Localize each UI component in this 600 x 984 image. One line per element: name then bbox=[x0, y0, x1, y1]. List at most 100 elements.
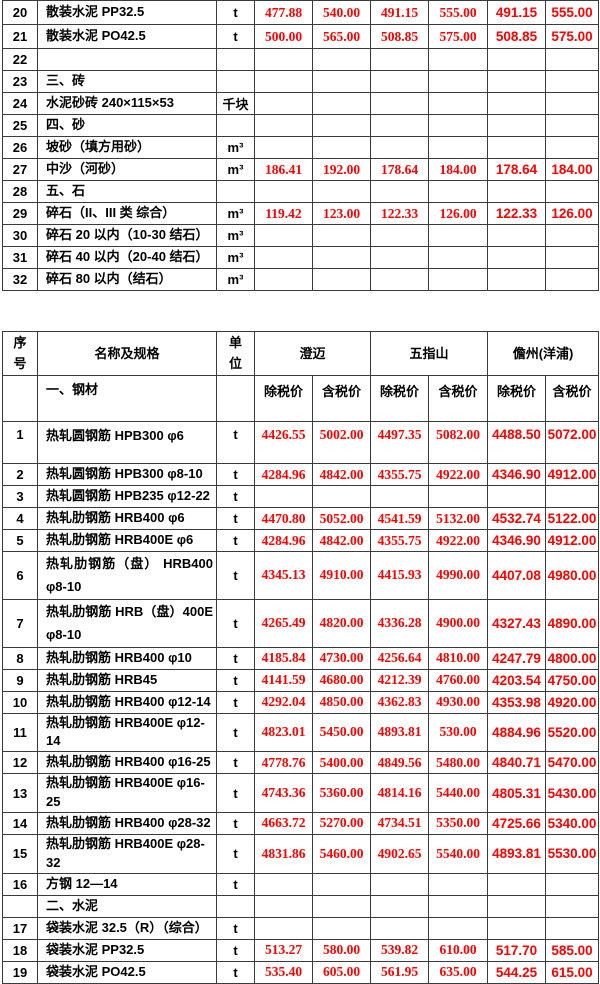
price-cell bbox=[370, 70, 429, 93]
item-name-cell: 碎石（II、III 类 综合） bbox=[37, 202, 217, 225]
price-cell bbox=[428, 224, 488, 247]
price-cell: 4680.00 bbox=[311, 668, 372, 692]
price-cell: 186.41 bbox=[254, 158, 313, 181]
price-cell bbox=[254, 268, 313, 291]
row-number-cell: 29 bbox=[2, 202, 38, 225]
price-cell: 508.85 bbox=[487, 24, 546, 49]
price-cell bbox=[254, 916, 313, 940]
price-cell bbox=[487, 485, 547, 508]
price-cell: 4842.00 bbox=[311, 463, 372, 486]
price-cell: 4893.81 bbox=[370, 712, 430, 753]
row-number-cell: 5 bbox=[2, 529, 38, 552]
price-type-header-inctax: 含税价 bbox=[311, 375, 372, 422]
price-cell: 575.00 bbox=[545, 24, 599, 49]
price-cell: 4284.96 bbox=[254, 463, 313, 486]
price-cell: 4345.13 bbox=[254, 551, 313, 600]
column-header-city-danzhou: 儋州(洋浦) bbox=[487, 331, 600, 376]
price-cell bbox=[487, 114, 546, 137]
price-cell: 5340.00 bbox=[545, 811, 600, 835]
table-row: 1 热轧圆钢筋 HPB300 φ6 t 4426.55 5002.00 4497.35 50… bbox=[2, 421, 600, 464]
price-cell: 561.95 bbox=[370, 960, 430, 984]
price-cell bbox=[428, 180, 488, 203]
price-cell: 4814.16 bbox=[370, 773, 430, 813]
price-cell: 4663.72 bbox=[254, 811, 313, 835]
price-type-header-extax: 除税价 bbox=[487, 375, 547, 422]
empty-cell bbox=[216, 375, 255, 422]
table-row: 15 热轧肋钢筋 HRB400E φ28-32 t 4831.86 5460.00 490… bbox=[2, 833, 600, 874]
item-name-cell: 热轧圆钢筋 HPB300 φ8-10 bbox=[37, 463, 217, 486]
price-cell: 4415.93 bbox=[370, 551, 430, 600]
item-name-cell: 热轧肋钢筋 HRB400E φ12-14 bbox=[37, 712, 217, 753]
unit-cell: t bbox=[216, 872, 255, 896]
row-number-cell bbox=[2, 894, 38, 918]
price-cell: 5480.00 bbox=[428, 751, 489, 775]
price-cell: 5270.00 bbox=[311, 811, 372, 835]
unit-cell: t bbox=[216, 938, 255, 962]
price-cell: 539.82 bbox=[370, 938, 430, 962]
row-number-cell: 21 bbox=[2, 24, 38, 49]
price-cell: 605.00 bbox=[311, 960, 372, 984]
price-type-header-inctax: 含税价 bbox=[545, 375, 600, 422]
row-number-cell: 25 bbox=[2, 114, 38, 137]
item-name-cell: 碎石 40 以内（20-40 结石） bbox=[37, 246, 217, 269]
table-row: 二、水泥 bbox=[2, 894, 600, 918]
price-cell: 4346.90 bbox=[487, 529, 547, 552]
price-cell bbox=[428, 268, 488, 291]
table-row: 24 水泥砂砖 240×115×53 千块 bbox=[2, 92, 599, 115]
price-cell bbox=[545, 894, 600, 918]
price-cell: 4912.00 bbox=[545, 529, 600, 552]
price-cell: 5460.00 bbox=[311, 833, 372, 874]
price-cell bbox=[254, 246, 313, 269]
price-cell: 4922.00 bbox=[428, 529, 489, 552]
price-cell: 4407.08 bbox=[487, 551, 547, 600]
table-row: 21 散装水泥 PO42.5 t 500.00 565.00 508.85 575.00 50… bbox=[2, 24, 599, 49]
table-row: 2 热轧圆钢筋 HPB300 φ8-10 t 4284.96 4842.00 4355.7… bbox=[2, 463, 600, 486]
price-cell: 4990.00 bbox=[428, 551, 489, 600]
price-cell: 4800.00 bbox=[545, 646, 600, 670]
materials-price-table-main: 序号 名称及规格 单位 澄迈 五指山 儋州(洋浦) 一、钢材 除税价 含税价 除… bbox=[2, 331, 600, 984]
price-cell bbox=[487, 136, 546, 159]
unit-cell: m³ bbox=[216, 246, 255, 269]
row-number-cell: 7 bbox=[2, 598, 38, 648]
table-row: 26 坡砂（填方用砂） m³ bbox=[2, 136, 599, 159]
price-cell bbox=[312, 180, 371, 203]
price-cell: 5360.00 bbox=[311, 773, 372, 813]
price-cell bbox=[254, 894, 313, 918]
item-name-cell: 袋装水泥 32.5（R）（综合） bbox=[37, 916, 217, 940]
table-row: 14 热轧肋钢筋 HRB400 φ28-32 t 4663.72 5270.00 4734… bbox=[2, 811, 600, 835]
row-number-cell: 8 bbox=[2, 646, 38, 670]
price-cell: 513.27 bbox=[254, 938, 313, 962]
price-cell: 4810.00 bbox=[428, 646, 489, 670]
price-cell: 565.00 bbox=[312, 24, 371, 49]
price-cell bbox=[545, 114, 599, 137]
price-cell bbox=[312, 114, 371, 137]
row-number-cell: 1 bbox=[2, 421, 38, 464]
price-cell: 4725.66 bbox=[487, 811, 547, 835]
row-number-cell: 26 bbox=[2, 136, 38, 159]
price-cell: 5082.00 bbox=[428, 421, 489, 464]
row-number-cell: 9 bbox=[2, 668, 38, 692]
price-cell bbox=[254, 70, 313, 93]
price-cell bbox=[254, 114, 313, 137]
price-cell: 5530.00 bbox=[545, 833, 600, 874]
price-cell: 119.42 bbox=[254, 202, 313, 225]
price-cell bbox=[487, 48, 546, 71]
price-cell: 4541.59 bbox=[370, 507, 430, 530]
price-cell bbox=[312, 136, 371, 159]
price-cell bbox=[311, 872, 372, 896]
price-cell bbox=[254, 92, 313, 115]
price-cell: 5052.00 bbox=[311, 507, 372, 530]
item-name-cell: 二、水泥 bbox=[37, 894, 217, 918]
price-cell: 4734.51 bbox=[370, 811, 430, 835]
price-cell: 5450.00 bbox=[311, 712, 372, 753]
price-cell bbox=[428, 246, 488, 269]
price-cell: 4355.75 bbox=[370, 529, 430, 552]
price-cell: 4212.39 bbox=[370, 668, 430, 692]
price-cell bbox=[545, 92, 599, 115]
unit-cell: t bbox=[216, 712, 255, 753]
price-cell bbox=[428, 70, 488, 93]
column-header-name-spec: 名称及规格 bbox=[37, 331, 217, 376]
price-cell: 123.00 bbox=[312, 202, 371, 225]
price-cell bbox=[311, 916, 372, 940]
price-cell: 575.00 bbox=[428, 24, 488, 49]
